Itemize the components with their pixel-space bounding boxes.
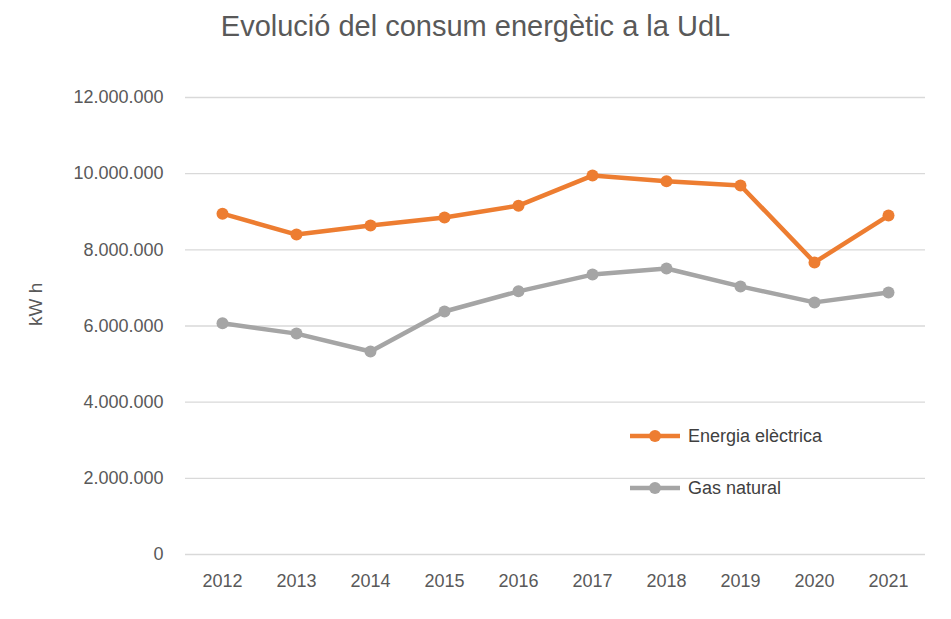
svg-text:4.000.000: 4.000.000 xyxy=(83,392,163,412)
svg-text:2015: 2015 xyxy=(424,571,464,591)
svg-text:2012: 2012 xyxy=(202,571,242,591)
svg-text:2017: 2017 xyxy=(572,571,612,591)
svg-text:2013: 2013 xyxy=(276,571,316,591)
svg-text:kW h: kW h xyxy=(25,283,46,326)
html-text:Gas natural: Gas natural xyxy=(688,477,782,498)
html-text:Evolució del consum energètic: Evolució del consum energètic a la UdL xyxy=(220,10,731,42)
svg-text:2.000.000: 2.000.000 xyxy=(83,468,163,488)
svg-text:8.000.000: 8.000.000 xyxy=(83,240,163,260)
svg-text:12.000.000: 12.000.000 xyxy=(73,87,163,107)
svg-text:2014: 2014 xyxy=(350,571,390,591)
svg-text:2021: 2021 xyxy=(868,571,908,591)
svg-text:2018: 2018 xyxy=(646,571,686,591)
svg-text:10.000.000: 10.000.000 xyxy=(73,163,163,183)
svg-text:6.000.000: 6.000.000 xyxy=(83,316,163,336)
svg-text:2016: 2016 xyxy=(498,571,538,591)
html-text:Energia elèctrica: Energia elèctrica xyxy=(688,425,823,446)
svg-text:2019: 2019 xyxy=(720,571,760,591)
svg-text:0: 0 xyxy=(153,544,163,564)
svg-text:2020: 2020 xyxy=(794,571,834,591)
